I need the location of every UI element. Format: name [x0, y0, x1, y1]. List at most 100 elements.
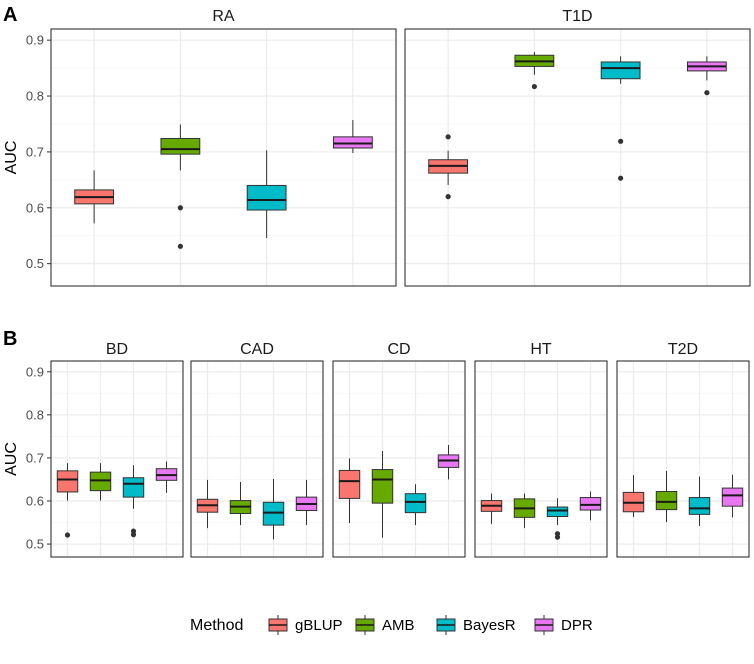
box-iqr [371, 469, 394, 504]
y-tick-label: 0.8 [26, 407, 44, 422]
legend-item-gblup: gBLUP [268, 615, 343, 635]
y-tick-label: 0.7 [26, 144, 44, 159]
facet-border [332, 360, 466, 558]
facet-strip-label: T1D [562, 8, 592, 25]
box-dpr [295, 479, 318, 526]
facet-cd: CD [332, 341, 466, 558]
outlier-point [618, 138, 624, 144]
box-dpr [721, 474, 744, 518]
outlier-point [704, 90, 710, 96]
panel-b: B AUC 0.5 0.6 0.7 0.8 0.9 BD CAD CD HT T2D [3, 328, 750, 558]
box-amb [513, 493, 536, 529]
facet-t1d: T1D [404, 8, 751, 287]
facet-strip-label: RA [212, 8, 235, 25]
box-amb [229, 482, 252, 526]
box-gblup [480, 493, 503, 524]
y-tick-label: 0.6 [26, 200, 44, 215]
facet-border [50, 28, 397, 287]
outlier-point [445, 194, 451, 200]
facet-strip-label: CD [387, 341, 410, 358]
y-tick-label: 0.6 [26, 494, 44, 509]
box-gblup [74, 170, 115, 224]
outlier-point [445, 134, 451, 140]
box-iqr [546, 506, 569, 518]
outlier-point [531, 83, 537, 90]
box-bayesr [404, 484, 427, 526]
box-iqr [338, 469, 361, 499]
box-amb [160, 124, 201, 249]
outlier-point [177, 243, 183, 249]
box-iqr [404, 493, 427, 514]
box-bayesr [546, 498, 569, 540]
box-iqr [332, 136, 373, 149]
box-iqr [246, 184, 287, 211]
y-tick-label: 0.7 [26, 450, 44, 465]
facet-strip-label: CAD [240, 341, 274, 358]
y-tick-label: 0.8 [26, 89, 44, 104]
box-amb [371, 451, 394, 538]
facet-border [404, 28, 751, 287]
box-amb [514, 51, 555, 90]
box-gblup [56, 463, 79, 538]
facet-strip-label: T2D [668, 341, 698, 358]
facet-ht: HT [474, 341, 608, 558]
panel-letter: B [3, 328, 17, 350]
y-tick-label: 0.5 [26, 256, 44, 271]
box-bayesr [262, 479, 285, 540]
box-iqr [160, 138, 201, 155]
box-iqr [579, 497, 602, 511]
box-dpr [332, 120, 373, 154]
box-iqr [122, 477, 145, 498]
box-gblup [196, 479, 219, 529]
facet-border [50, 360, 184, 558]
box-gblup [622, 475, 645, 517]
box-gblup [428, 134, 469, 200]
box-iqr [262, 501, 285, 526]
box-iqr [688, 497, 711, 515]
box-iqr [655, 491, 678, 511]
legend-item-amb: AMB [355, 615, 415, 635]
box-bayesr [600, 56, 641, 181]
panel-letter: A [3, 4, 17, 26]
box-iqr [56, 470, 79, 493]
box-iqr [600, 61, 641, 80]
facet-cad: CAD [190, 341, 324, 558]
y-axis-title: AUC [3, 442, 20, 476]
legend-item-dpr: DPR [534, 615, 593, 635]
legend-item-label: BayesR [463, 617, 516, 634]
outlier-point [130, 532, 137, 538]
legend-item-bayesr: BayesR [436, 615, 516, 635]
box-amb [89, 463, 112, 501]
panel-a: A AUC 0.5 0.6 0.7 0.8 0.9 RA T1D [3, 4, 751, 287]
box-bayesr [122, 465, 145, 538]
legend-item-label: gBLUP [295, 617, 343, 634]
y-axis-title: AUC [3, 141, 20, 175]
legend-item-label: DPR [561, 617, 593, 634]
legend-item-label: AMB [382, 617, 415, 634]
box-bayesr [246, 150, 287, 238]
box-dpr [437, 445, 460, 480]
box-iqr [721, 487, 744, 507]
y-tick-label: 0.9 [26, 364, 44, 379]
outlier-point [64, 532, 71, 538]
legend: Method gBLUP AMB BayesR DPR [190, 615, 593, 635]
box-dpr [579, 491, 602, 521]
y-tick-label: 0.9 [26, 33, 44, 48]
facet-t2d: T2D [616, 341, 750, 558]
facet-border [616, 360, 750, 558]
facet-bd: BD [50, 341, 184, 558]
facet-border [190, 360, 324, 558]
outlier-point [554, 534, 561, 540]
box-bayesr [688, 476, 711, 526]
facet-ra: RA [50, 8, 397, 287]
y-tick-label: 0.5 [26, 537, 44, 552]
outlier-point [618, 175, 624, 181]
box-iqr [89, 471, 112, 492]
box-amb [655, 470, 678, 523]
box-dpr [686, 56, 727, 96]
facet-border [474, 360, 608, 558]
box-dpr [155, 461, 178, 493]
outlier-point [177, 205, 183, 211]
facet-strip-label: BD [106, 341, 128, 358]
